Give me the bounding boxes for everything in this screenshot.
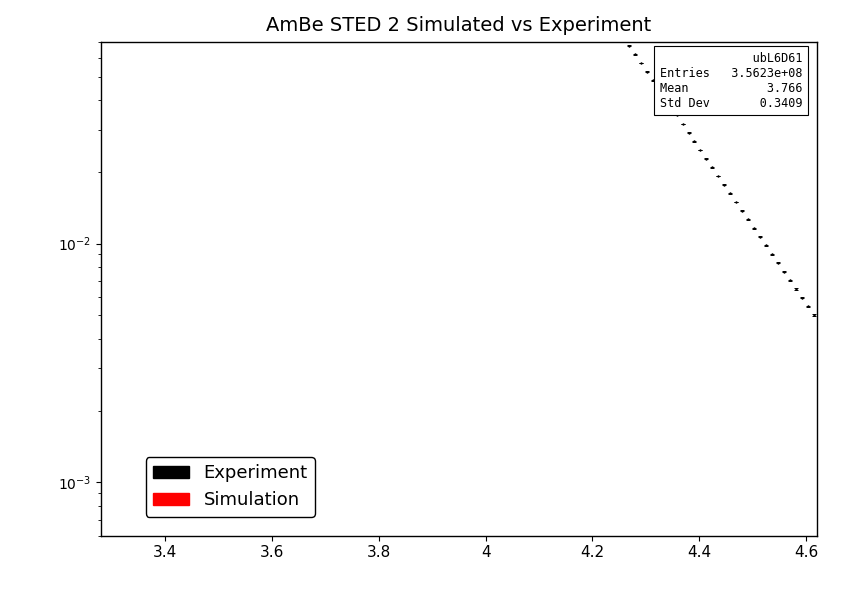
Text: ubL6D61
Entries   3.5623e+08
Mean           3.766
Std Dev       0.3409: ubL6D61 Entries 3.5623e+08 Mean 3.766 St… (660, 52, 802, 109)
Legend: Experiment, Simulation: Experiment, Simulation (146, 457, 315, 516)
Title: AmBe STED 2 Simulated vs Experiment: AmBe STED 2 Simulated vs Experiment (266, 15, 652, 35)
